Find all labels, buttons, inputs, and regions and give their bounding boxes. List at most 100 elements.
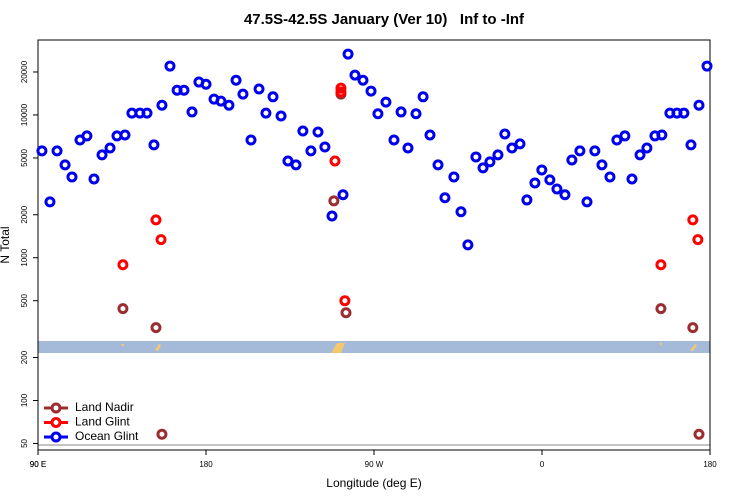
point bbox=[237, 88, 249, 100]
point bbox=[499, 128, 511, 140]
point bbox=[156, 428, 168, 440]
point bbox=[477, 162, 489, 174]
legend-label: Ocean Glint bbox=[75, 429, 139, 443]
point bbox=[380, 96, 392, 108]
point bbox=[328, 195, 340, 207]
point bbox=[253, 83, 265, 95]
point bbox=[655, 303, 667, 315]
point bbox=[96, 149, 108, 161]
point bbox=[275, 110, 287, 122]
band-marks bbox=[121, 343, 697, 353]
point bbox=[365, 85, 377, 97]
point bbox=[492, 149, 504, 161]
point bbox=[574, 145, 586, 157]
point bbox=[439, 192, 451, 204]
point bbox=[267, 91, 279, 103]
x-tick-label: 180 bbox=[703, 460, 717, 469]
point bbox=[340, 307, 352, 319]
point bbox=[329, 155, 341, 167]
x-tick-label: 90 W bbox=[365, 460, 384, 469]
point bbox=[148, 139, 160, 151]
legend-label: Land Nadir bbox=[75, 400, 134, 414]
point bbox=[641, 142, 653, 154]
point bbox=[260, 107, 272, 119]
point bbox=[335, 82, 347, 94]
point bbox=[544, 174, 556, 186]
point bbox=[655, 259, 667, 271]
legend-marker bbox=[50, 402, 62, 414]
point bbox=[685, 139, 697, 151]
point bbox=[150, 322, 162, 334]
point bbox=[66, 171, 78, 183]
point bbox=[693, 428, 705, 440]
point bbox=[117, 259, 129, 271]
point bbox=[215, 95, 227, 107]
x-axis-title: Longitude (deg E) bbox=[326, 476, 421, 490]
point bbox=[230, 74, 242, 86]
point bbox=[372, 108, 384, 120]
point bbox=[59, 159, 71, 171]
y-tick-label: 20000 bbox=[20, 60, 29, 83]
point bbox=[44, 196, 56, 208]
y-tick-label: 1000 bbox=[20, 248, 29, 266]
point bbox=[150, 214, 162, 226]
point bbox=[51, 145, 63, 157]
point bbox=[529, 177, 541, 189]
point bbox=[200, 78, 212, 90]
y-tick-label: 2000 bbox=[20, 205, 29, 223]
point bbox=[388, 134, 400, 146]
point bbox=[178, 84, 190, 96]
point bbox=[536, 164, 548, 176]
point bbox=[164, 60, 176, 72]
y-axis-title: N Total bbox=[0, 226, 12, 263]
point bbox=[551, 183, 563, 195]
point bbox=[462, 239, 474, 251]
legend-marker bbox=[50, 417, 62, 428]
coverage-band bbox=[38, 341, 710, 353]
y-tick-label: 500 bbox=[20, 293, 29, 307]
point bbox=[297, 125, 309, 137]
point bbox=[339, 295, 351, 307]
point bbox=[566, 154, 578, 166]
point bbox=[611, 134, 623, 146]
point bbox=[604, 171, 616, 183]
point bbox=[402, 142, 414, 154]
point bbox=[349, 69, 361, 81]
x-tick-label: 90 E bbox=[30, 460, 46, 469]
x-tick-label: 180 bbox=[199, 460, 213, 469]
point bbox=[693, 99, 705, 111]
point bbox=[701, 60, 713, 72]
point bbox=[589, 145, 601, 157]
point bbox=[282, 155, 294, 167]
point bbox=[312, 126, 324, 138]
point bbox=[417, 91, 429, 103]
point bbox=[521, 194, 533, 206]
point bbox=[448, 171, 460, 183]
point bbox=[432, 159, 444, 171]
point bbox=[687, 214, 699, 226]
point bbox=[687, 322, 699, 334]
y-tick-label: 5000 bbox=[20, 148, 29, 166]
point bbox=[81, 130, 93, 142]
point bbox=[559, 189, 571, 201]
x-tick-label: 0 bbox=[540, 460, 545, 469]
y-tick-label: 10000 bbox=[20, 103, 29, 126]
point bbox=[141, 107, 153, 119]
point bbox=[626, 173, 638, 185]
point bbox=[506, 142, 518, 154]
point bbox=[678, 107, 690, 119]
point bbox=[104, 142, 116, 154]
point bbox=[36, 145, 48, 157]
point bbox=[455, 206, 467, 218]
point bbox=[692, 234, 704, 246]
chart-title: 47.5S-42.5S January (Ver 10) Inf to -Inf bbox=[244, 11, 525, 28]
point bbox=[484, 156, 496, 168]
point bbox=[357, 74, 369, 86]
point bbox=[305, 145, 317, 157]
point bbox=[119, 129, 131, 141]
point bbox=[619, 130, 631, 142]
y-tick-label: 200 bbox=[20, 350, 29, 364]
